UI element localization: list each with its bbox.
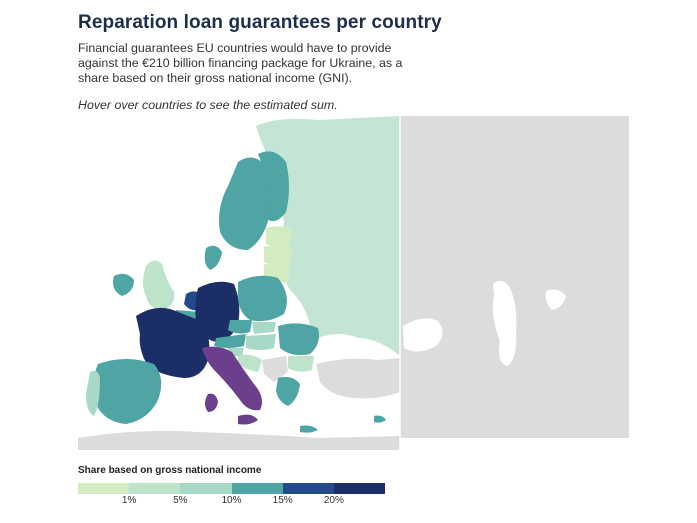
greece[interactable] xyxy=(276,376,300,406)
legend-label-3: 10% xyxy=(221,495,242,506)
sardinia[interactable] xyxy=(205,393,218,412)
turkey[interactable] xyxy=(316,358,400,399)
france[interactable] xyxy=(136,307,210,378)
europe-choropleth-map[interactable] xyxy=(78,116,629,450)
map-subtitle: Financial guarantees EU countries would … xyxy=(78,41,403,86)
north-africa xyxy=(78,430,400,450)
caspian-sea xyxy=(492,280,517,366)
legend-bin-1 xyxy=(129,483,181,494)
legend-bin-0 xyxy=(78,483,130,494)
portugal[interactable] xyxy=(86,370,100,416)
cyprus[interactable] xyxy=(374,415,386,423)
denmark[interactable] xyxy=(204,245,222,270)
czechia[interactable] xyxy=(228,320,252,334)
romania[interactable] xyxy=(278,323,319,356)
asia-land xyxy=(400,116,629,438)
black-sea xyxy=(403,318,443,352)
croatia[interactable] xyxy=(238,354,262,372)
finland[interactable] xyxy=(258,151,289,222)
map-title: Reparation loan guarantees per country xyxy=(78,12,442,33)
austria[interactable] xyxy=(214,334,246,348)
legend-bin-3 xyxy=(231,483,283,494)
slovakia[interactable] xyxy=(252,322,276,334)
sicily[interactable] xyxy=(238,414,258,425)
legend-color-scale xyxy=(78,483,386,494)
legend-bin-4 xyxy=(282,483,334,494)
legend-label-4: 15% xyxy=(272,495,293,506)
legend-label-2: 5% xyxy=(173,495,188,506)
crete[interactable] xyxy=(300,425,318,433)
poland[interactable] xyxy=(238,275,287,322)
bulgaria[interactable] xyxy=(288,356,314,372)
hungary[interactable] xyxy=(246,334,276,350)
eastern-neighbors[interactable] xyxy=(256,116,400,356)
legend-label-1: 1% xyxy=(121,495,137,506)
ireland[interactable] xyxy=(113,273,134,296)
legend-label-5: 20% xyxy=(323,495,344,506)
latvia[interactable] xyxy=(264,246,292,266)
sweden[interactable] xyxy=(219,157,272,250)
aral-sea xyxy=(545,289,566,310)
estonia[interactable] xyxy=(266,226,292,248)
legend-labels: 1% 5% 10% 15% 20% xyxy=(78,495,385,509)
western-balkans[interactable] xyxy=(262,356,288,382)
norway-north[interactable] xyxy=(268,136,313,158)
united-kingdom[interactable] xyxy=(143,260,175,310)
germany[interactable] xyxy=(195,281,240,342)
hover-hint: Hover over countries to see the estimate… xyxy=(78,98,338,112)
legend-bin-5 xyxy=(333,483,386,494)
spain[interactable] xyxy=(93,359,162,424)
legend-title: Share based on gross national income xyxy=(78,465,262,476)
middle-east xyxy=(456,381,504,406)
italy[interactable] xyxy=(202,346,262,411)
legend-bin-2 xyxy=(180,483,232,494)
